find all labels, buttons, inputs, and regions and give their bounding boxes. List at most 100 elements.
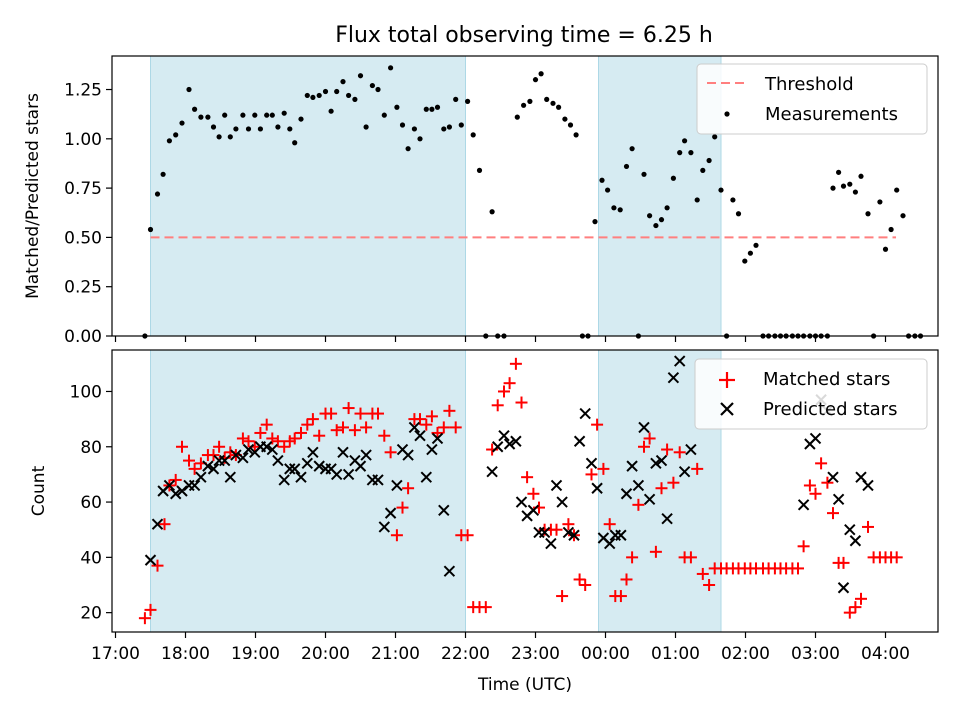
x-b [242, 443, 255, 456]
bottom-plot-frame [111, 349, 939, 633]
measurement-point [847, 181, 853, 187]
measurement-point [269, 112, 275, 118]
predicted-star-point [527, 504, 540, 517]
predicted-star-point [443, 565, 456, 577]
bottom-shaded-regions [150, 349, 722, 633]
measurement-point [446, 124, 452, 130]
measurement-point [730, 197, 736, 203]
x-tick-label: 17:00 [91, 644, 140, 664]
measurement-point [275, 124, 281, 130]
matched-star-point [425, 410, 438, 423]
predicted-star-point [151, 518, 164, 530]
x-b [443, 565, 456, 577]
predicted-star-point [288, 463, 301, 475]
x-tick-label: 22:00 [441, 644, 490, 664]
predicted-star-point [360, 449, 372, 461]
matched-star-point [562, 518, 575, 531]
measurement-point [550, 100, 556, 106]
predicted-star-point [313, 460, 325, 472]
predicted-star-point [538, 526, 551, 539]
predicted-star-point [603, 537, 616, 550]
x-b [426, 443, 438, 456]
measurement-point [328, 108, 334, 114]
x-b [650, 457, 662, 470]
matched-star-point [378, 429, 391, 442]
matched-star-point [643, 432, 656, 445]
bottom-y-axis-label: Count [29, 465, 49, 516]
x-b [218, 454, 231, 467]
measurement-point [544, 96, 550, 102]
measurement-point [210, 124, 217, 130]
x-b [638, 421, 650, 434]
x-b [260, 441, 273, 453]
matched-star-point [515, 396, 528, 409]
matched-star-point [138, 612, 151, 625]
x-b [313, 460, 325, 472]
predicted-star-point [295, 471, 307, 483]
predicted-stars-points [144, 355, 874, 594]
measurement-point [830, 185, 836, 191]
matched-star-point [242, 435, 255, 448]
x-b [503, 438, 516, 450]
x-b [325, 463, 337, 475]
measurement-point [292, 140, 298, 146]
x-b [414, 429, 426, 442]
top-plot-frame [111, 55, 939, 337]
measurement-point [527, 98, 533, 104]
x-b [837, 582, 850, 594]
measurement-point [222, 112, 228, 118]
x-b [797, 499, 810, 511]
measurement-point [441, 126, 447, 132]
matched-star-point [792, 562, 804, 575]
measurement-point [677, 150, 683, 156]
measurement-point [192, 106, 198, 112]
measurement-point [434, 104, 441, 110]
x-b [498, 429, 510, 442]
predicted-star-point [562, 526, 575, 539]
predicted-star-point [169, 488, 182, 500]
x-b [597, 532, 610, 544]
measurement-point [147, 226, 154, 233]
x-b [330, 468, 343, 481]
measurement-point [653, 222, 659, 229]
measurement-point [417, 136, 423, 142]
predicted-star-point [655, 454, 668, 467]
measurement-point [706, 157, 712, 164]
predicted-star-point [827, 471, 839, 483]
x-b [538, 526, 551, 539]
x-b [527, 504, 540, 517]
matched-star-point [390, 529, 403, 542]
measurement-point [405, 146, 411, 152]
matched-star-point [420, 418, 433, 431]
matched-star-point [521, 471, 534, 484]
predicted-star-point [342, 468, 355, 481]
x-b [307, 446, 319, 459]
predicted-star-point [176, 485, 188, 497]
matched-star-point [491, 399, 504, 412]
matched-star-point [855, 592, 867, 605]
predicted-star-point [414, 429, 426, 442]
matched-star-point [632, 498, 645, 511]
measurement-point [836, 169, 842, 175]
measurement-point [476, 167, 483, 173]
x-b [284, 463, 296, 475]
matched-star-point [703, 579, 716, 591]
x-b [237, 452, 249, 464]
predicted-star-point [420, 471, 433, 483]
measurement-point [352, 96, 358, 102]
x-b [579, 407, 591, 420]
measurements-legend-label: Measurements [765, 104, 898, 125]
matched-star-point [843, 606, 856, 619]
x-tick-label: 19:00 [231, 644, 280, 664]
predicted-star-point [615, 529, 627, 541]
matched-star-point [169, 473, 182, 486]
predicted-star-point [620, 488, 633, 500]
predicted-star-point [391, 479, 403, 492]
matched-star-point [360, 421, 373, 434]
bottom-y-ticks: 20 40 60 80 100 [70, 382, 112, 624]
matched-star-point [498, 385, 510, 398]
measurement-point [227, 134, 233, 140]
x-b [510, 435, 522, 447]
measurement-point [198, 114, 204, 120]
